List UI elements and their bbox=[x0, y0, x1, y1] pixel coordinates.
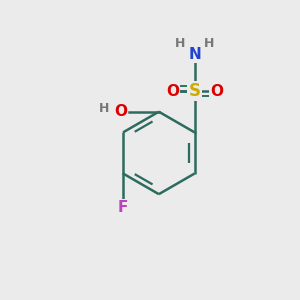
Text: S: S bbox=[188, 82, 200, 100]
Text: N: N bbox=[188, 47, 201, 62]
Text: F: F bbox=[118, 200, 128, 215]
Text: H: H bbox=[99, 102, 110, 115]
Text: O: O bbox=[114, 104, 127, 119]
Text: H: H bbox=[175, 38, 185, 50]
Text: H: H bbox=[204, 38, 214, 50]
Text: O: O bbox=[210, 84, 223, 99]
Text: O: O bbox=[166, 84, 179, 99]
